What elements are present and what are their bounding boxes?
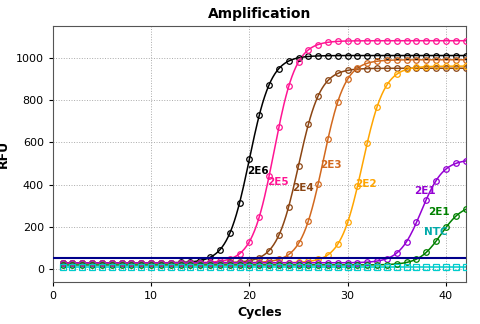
Title: Amplification: Amplification [207, 6, 311, 21]
X-axis label: Cycles: Cycles [237, 307, 281, 319]
Text: 2E1: 2E1 [428, 207, 450, 217]
Text: 2E6: 2E6 [247, 166, 269, 176]
Text: 2E3: 2E3 [320, 160, 342, 170]
Y-axis label: RFU: RFU [0, 140, 10, 168]
Text: NTC: NTC [424, 227, 448, 237]
Text: 2E2: 2E2 [356, 179, 377, 189]
Text: 2E1: 2E1 [415, 186, 436, 196]
Text: 2E4: 2E4 [292, 183, 313, 193]
Text: 2E5: 2E5 [267, 177, 288, 187]
